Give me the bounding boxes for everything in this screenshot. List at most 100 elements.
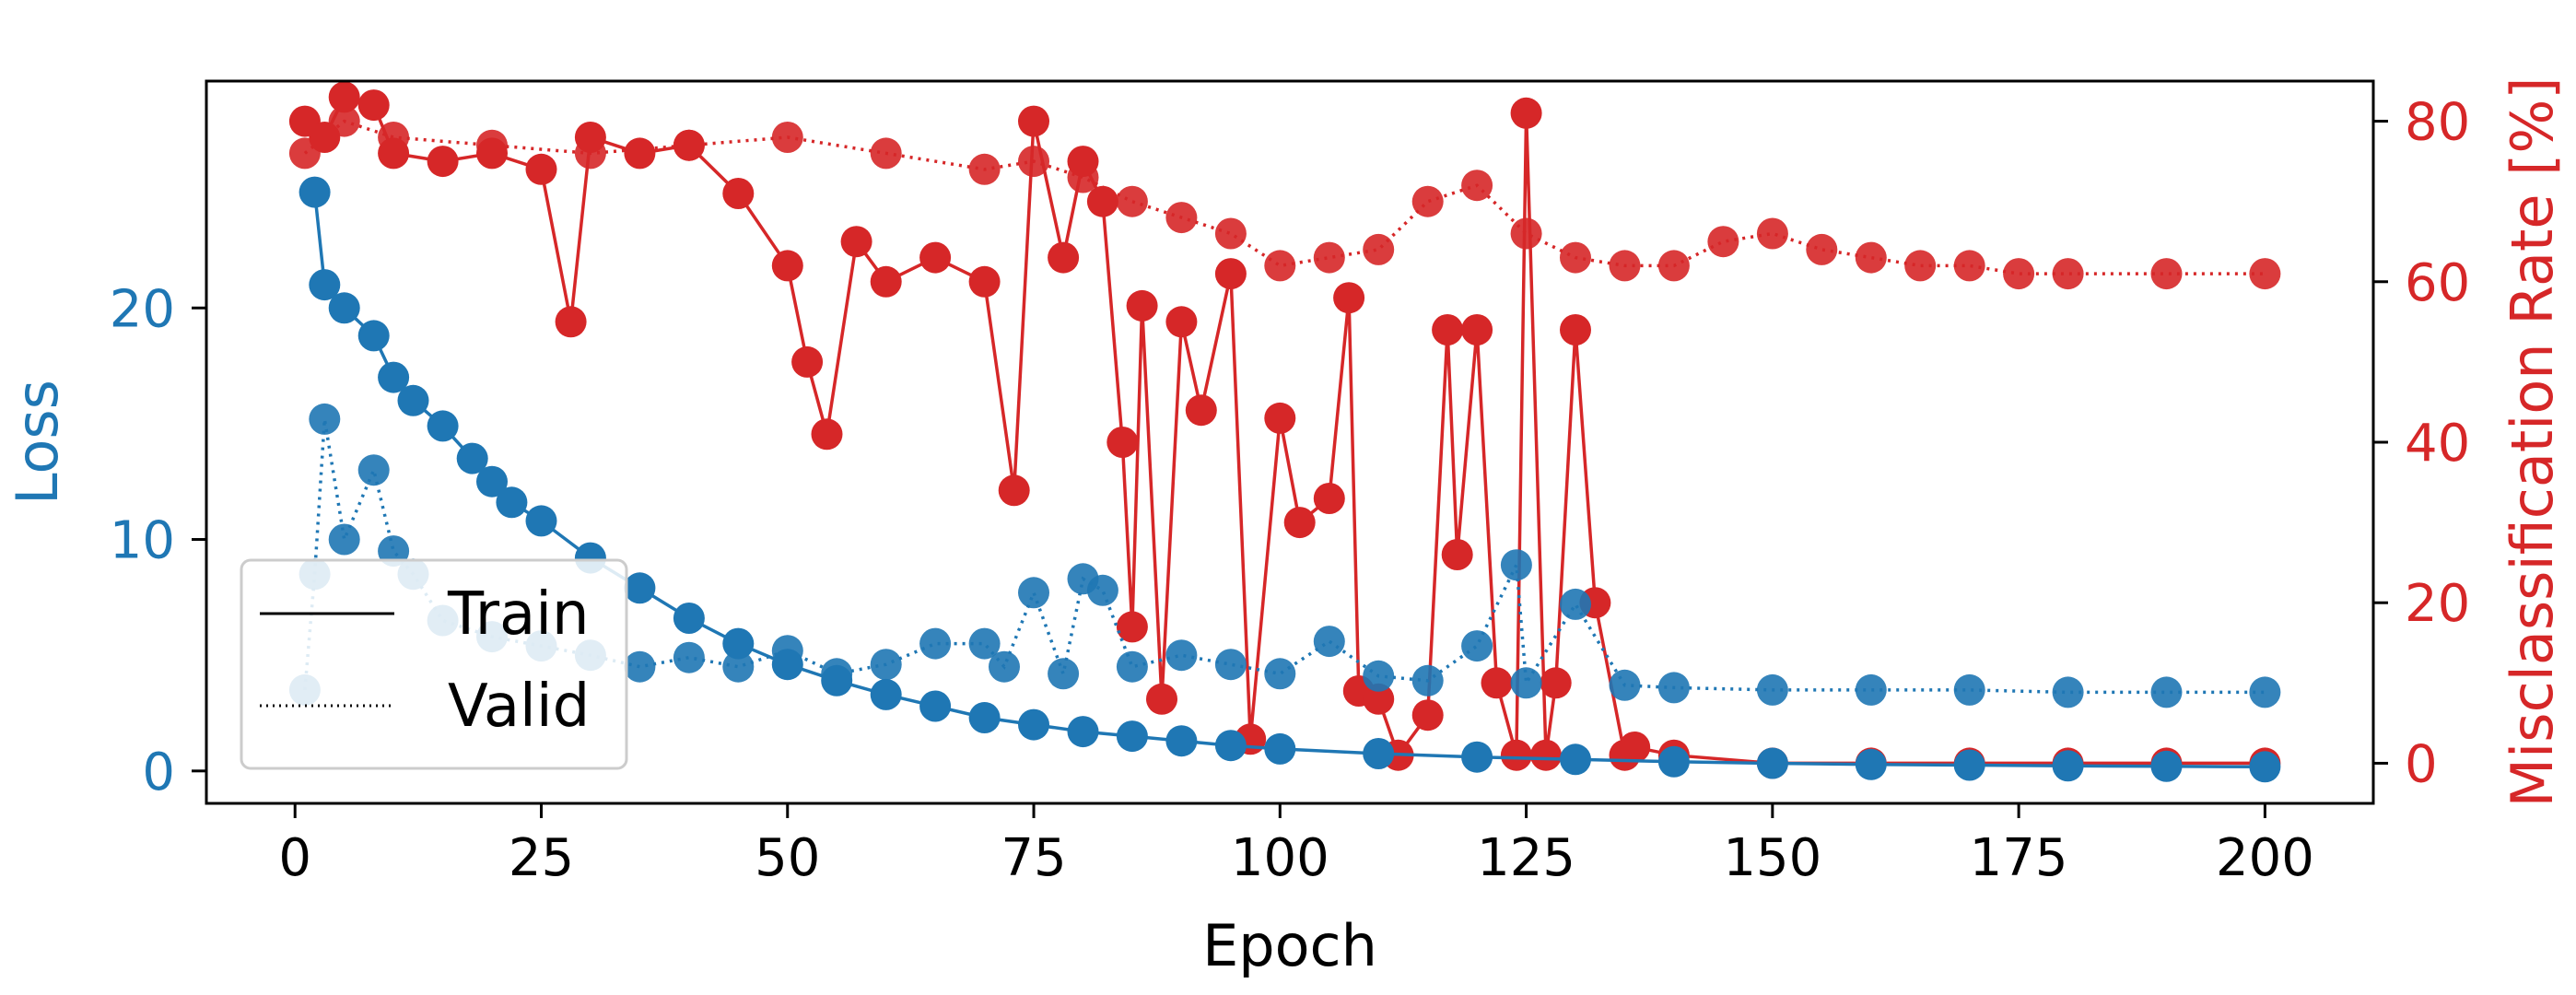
data-point	[870, 137, 902, 170]
data-point	[1441, 539, 1473, 570]
y-left-tick-label: 0	[142, 743, 175, 802]
data-point	[1048, 241, 1080, 274]
y-right-tick-label: 80	[2405, 93, 2470, 153]
data-point	[968, 702, 1001, 733]
data-point	[870, 678, 902, 710]
data-point	[1510, 217, 1542, 250]
data-point	[309, 403, 341, 435]
data-point	[2150, 676, 2183, 708]
data-point	[1067, 146, 1099, 178]
data-point	[1953, 673, 1985, 706]
data-point	[1116, 720, 1148, 753]
data-point	[574, 122, 606, 153]
data-point	[840, 226, 872, 258]
data-point	[1432, 314, 1464, 345]
data-point	[1363, 233, 1395, 265]
y-left-tick-label: 10	[110, 511, 175, 571]
data-point	[328, 292, 360, 324]
data-point	[673, 603, 705, 634]
data-point	[1411, 185, 1444, 217]
data-point	[476, 137, 508, 170]
series-train-loss	[299, 176, 2281, 783]
data-point	[1214, 730, 1247, 762]
data-point	[1500, 549, 1532, 581]
data-point	[1619, 732, 1651, 763]
data-point	[1530, 739, 1562, 771]
data-point	[1510, 667, 1542, 699]
data-point	[357, 320, 390, 352]
data-point	[299, 176, 331, 208]
data-point	[1214, 217, 1247, 250]
data-point	[2003, 258, 2035, 290]
data-point	[1165, 725, 1198, 757]
data-point	[1313, 483, 1345, 514]
x-tick-label: 50	[755, 828, 820, 888]
data-point	[427, 410, 459, 442]
series-line	[303, 119, 2266, 275]
x-axis-title: Epoch	[1202, 912, 1377, 979]
data-point	[1953, 250, 1985, 282]
data-point	[427, 146, 459, 178]
data-point	[1540, 667, 1572, 699]
x-tick-label: 175	[1970, 828, 2068, 888]
data-point	[1264, 250, 1296, 282]
data-point	[1953, 749, 1985, 781]
data-point	[1363, 738, 1395, 769]
y-right-tick-label: 60	[2405, 253, 2470, 313]
data-point	[1363, 660, 1395, 692]
legend-train-label: Train	[447, 580, 590, 649]
y-left-tick-label: 20	[110, 279, 175, 339]
data-point	[624, 137, 656, 170]
data-point	[1146, 683, 1177, 715]
data-point	[1214, 258, 1247, 290]
data-point	[1461, 741, 1493, 773]
data-point	[1086, 185, 1118, 217]
data-point	[1264, 658, 1296, 690]
data-point	[1560, 588, 1591, 620]
data-point	[771, 649, 803, 681]
x-tick-label: 125	[1477, 828, 1575, 888]
data-point	[1806, 233, 1838, 265]
data-point	[1214, 649, 1247, 681]
x-tick-label: 100	[1231, 828, 1329, 888]
data-point	[722, 650, 755, 683]
data-point	[2249, 751, 2281, 783]
data-point	[1510, 97, 1542, 129]
data-point	[919, 241, 952, 274]
data-point	[1165, 639, 1198, 672]
data-point	[771, 250, 803, 282]
y-right-tick-label: 0	[2405, 734, 2438, 794]
data-point	[397, 384, 429, 416]
x-tick-label: 0	[278, 828, 311, 888]
data-point	[2249, 676, 2281, 708]
data-point	[1048, 658, 1080, 690]
data-point	[555, 306, 587, 338]
data-point	[1333, 282, 1365, 314]
data-point	[919, 627, 952, 660]
data-point	[378, 137, 410, 170]
data-point	[1481, 667, 1513, 699]
data-point	[989, 650, 1020, 683]
data-point	[1018, 708, 1049, 741]
data-point	[1707, 226, 1739, 258]
data-point	[1185, 394, 1217, 427]
data-point	[811, 418, 843, 451]
data-point	[1107, 427, 1139, 458]
data-point	[1855, 241, 1887, 274]
data-point	[1756, 217, 1788, 250]
data-point	[1756, 673, 1788, 706]
x-tick-label: 25	[509, 828, 574, 888]
y-axis-right: 0 20 40 60 80	[2373, 93, 2470, 794]
data-point	[378, 361, 410, 393]
y-axis-right-title: Misclassification Rate [%]	[2499, 77, 2566, 808]
data-point	[1067, 716, 1099, 748]
data-point	[998, 474, 1030, 507]
data-point	[968, 265, 1001, 298]
data-point	[1018, 577, 1049, 609]
data-point	[1116, 185, 1148, 217]
data-point	[1283, 507, 1316, 539]
y-axis-left: 0 10 20	[110, 279, 206, 802]
data-point	[2052, 750, 2084, 782]
data-point	[309, 122, 341, 153]
